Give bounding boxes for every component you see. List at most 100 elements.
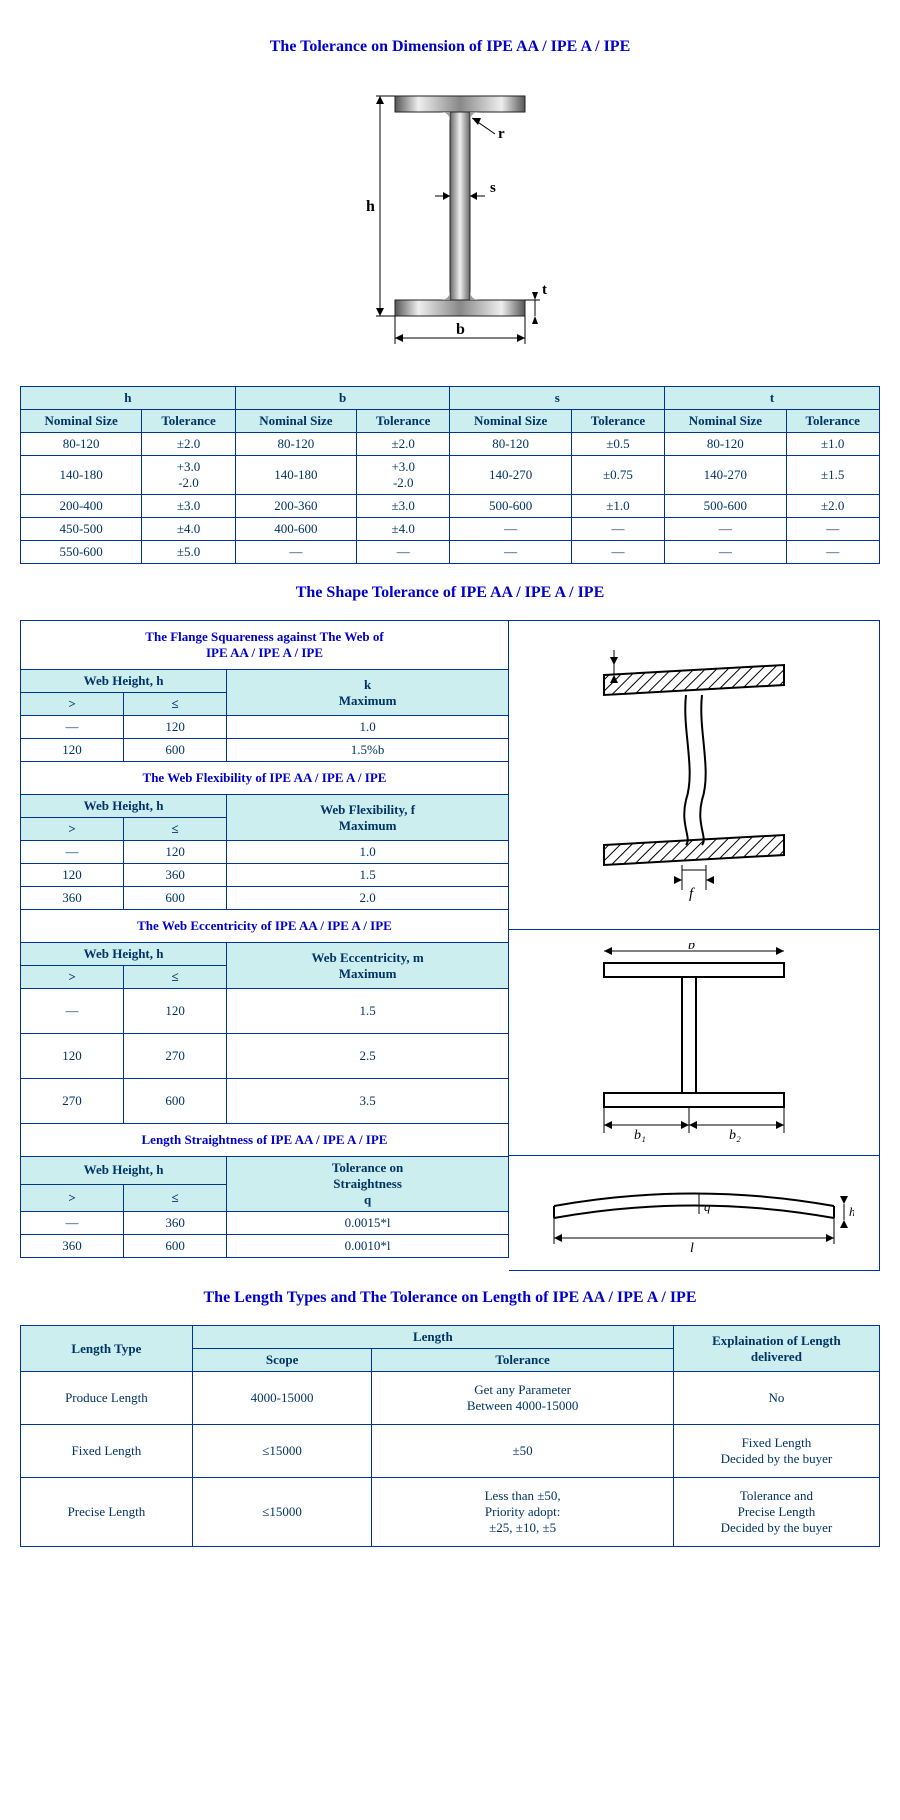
table-row: —1201.0 [21, 841, 509, 864]
straight-title: Length Straightness of IPE AA / IPE A / … [21, 1124, 509, 1157]
table-row: 2706003.5 [21, 1079, 509, 1124]
title-shape-tolerance: The Shape Tolerance of IPE AA / IPE A / … [20, 584, 880, 602]
col-length: Length [192, 1326, 673, 1349]
table-cell: 550-600 [21, 541, 142, 564]
ecc-col-val: Web Eccentricity, m Maximum [227, 943, 509, 989]
straight-col-webheight: Web Height, h [21, 1157, 227, 1185]
table-cell: ±2.0 [357, 433, 450, 456]
table-cell: +3.0 -2.0 [142, 456, 235, 495]
table-cell: — [786, 518, 880, 541]
table-cell: 450-500 [21, 518, 142, 541]
table-row: 200-400±3.0200-360±3.0500-600±1.0500-600… [21, 495, 880, 518]
table-cell: 500-600 [665, 495, 786, 518]
table-cell: ±4.0 [142, 518, 235, 541]
table-cell: 80-120 [665, 433, 786, 456]
table-cell: 1.0 [227, 716, 509, 739]
table-cell: 120 [21, 1034, 124, 1079]
table-cell: 500-600 [450, 495, 571, 518]
eccentricity-diagram: b b₁ b₂ [509, 930, 879, 1156]
table-row: 140-180+3.0 -2.0140-180+3.0 -2.0140-270±… [21, 456, 880, 495]
straightness-diagram: l h q [509, 1156, 879, 1270]
title-length-types: The Length Types and The Tolerance on Le… [20, 1289, 880, 1307]
table-cell: ±0.75 [571, 456, 664, 495]
svg-text:b₂: b₂ [729, 1128, 741, 1143]
flex-col-val: Web Flexibility, f Maximum [227, 795, 509, 841]
flange-flex-diagram: f [509, 621, 879, 930]
ecc-title: The Web Eccentricity of IPE AA / IPE A /… [21, 910, 509, 943]
table-cell: 200-400 [21, 495, 142, 518]
table-cell: ±1.0 [786, 433, 880, 456]
table-cell: 270 [124, 1034, 227, 1079]
table-cell: 140-180 [235, 456, 356, 495]
col-s: s [450, 387, 665, 410]
dimension-tolerance-table: h b s t Nominal Size Tolerance Nominal S… [20, 386, 880, 564]
ibeam-diagram: h b s r t [20, 76, 880, 356]
table-cell: No [673, 1372, 879, 1425]
table-cell: 0.0015*l [227, 1212, 509, 1235]
table-row: Fixed Length≤15000±50Fixed Length Decide… [21, 1425, 880, 1478]
table-row: 450-500±4.0400-600±4.0———— [21, 518, 880, 541]
subhdr: Tolerance [786, 410, 880, 433]
col-h: h [21, 387, 236, 410]
svg-text:b: b [688, 943, 695, 953]
table-cell: ±0.5 [571, 433, 664, 456]
subhdr: Nominal Size [235, 410, 356, 433]
table-row: 80-120±2.080-120±2.080-120±0.580-120±1.0 [21, 433, 880, 456]
subhdr: Tolerance [357, 410, 450, 433]
subhdr: Tolerance [571, 410, 664, 433]
sub-gt: > [21, 1184, 124, 1212]
col-t: t [665, 387, 880, 410]
col-tolerance: Tolerance [372, 1349, 673, 1372]
table-row: 3606002.0 [21, 887, 509, 910]
table-cell: 360 [124, 1212, 227, 1235]
table-cell: Tolerance and Precise Length Decided by … [673, 1478, 879, 1547]
sub-gt: > [21, 966, 124, 989]
label-t: t [542, 282, 547, 298]
table-cell: — [21, 989, 124, 1034]
subhdr: Nominal Size [450, 410, 571, 433]
table-cell: 140-270 [450, 456, 571, 495]
col-length-type: Length Type [21, 1326, 193, 1372]
table-cell: — [571, 518, 664, 541]
table-row: Produce Length4000-15000Get any Paramete… [21, 1372, 880, 1425]
sub-gt: > [21, 818, 124, 841]
table-row: —3600.0015*l [21, 1212, 509, 1235]
title-dimension-tolerance: The Tolerance on Dimension of IPE AA / I… [20, 38, 880, 56]
flex-col-webheight: Web Height, h [21, 795, 227, 818]
table-cell: 4000-15000 [192, 1372, 372, 1425]
table-cell: ±2.0 [786, 495, 880, 518]
table-cell: Fixed Length Decided by the buyer [673, 1425, 879, 1478]
table-cell: 200-360 [235, 495, 356, 518]
subhdr: Nominal Size [21, 410, 142, 433]
table-row: 1206001.5%b [21, 739, 509, 762]
flange-title: The Flange Squareness against The Web of… [21, 621, 509, 670]
table-cell: 1.5 [227, 989, 509, 1034]
table-cell: 400-600 [235, 518, 356, 541]
table-cell: 600 [124, 887, 227, 910]
sub-le: ≤ [124, 818, 227, 841]
table-cell: — [571, 541, 664, 564]
table-cell: +3.0 -2.0 [357, 456, 450, 495]
svg-text:h: h [849, 1204, 854, 1219]
table-cell: 2.0 [227, 887, 509, 910]
table-cell: ±3.0 [142, 495, 235, 518]
table-cell: — [21, 1212, 124, 1235]
col-scope: Scope [192, 1349, 372, 1372]
table-cell: — [665, 541, 786, 564]
table-cell: 80-120 [21, 433, 142, 456]
svg-text:f: f [689, 886, 695, 902]
table-cell: 1.5 [227, 864, 509, 887]
sub-le: ≤ [124, 693, 227, 716]
table-cell: 120 [124, 989, 227, 1034]
table-cell: 360 [124, 864, 227, 887]
table-cell: 80-120 [450, 433, 571, 456]
straight-col-val: Tolerance on Straightness q [227, 1157, 509, 1212]
table-row: 1203601.5 [21, 864, 509, 887]
subhdr: Nominal Size [665, 410, 786, 433]
table-cell: 600 [124, 1235, 227, 1258]
table-row: —1201.0 [21, 716, 509, 739]
table-cell: 1.0 [227, 841, 509, 864]
table-row: Precise Length≤15000Less than ±50, Prior… [21, 1478, 880, 1547]
label-r: r [498, 126, 505, 142]
table-cell: — [665, 518, 786, 541]
